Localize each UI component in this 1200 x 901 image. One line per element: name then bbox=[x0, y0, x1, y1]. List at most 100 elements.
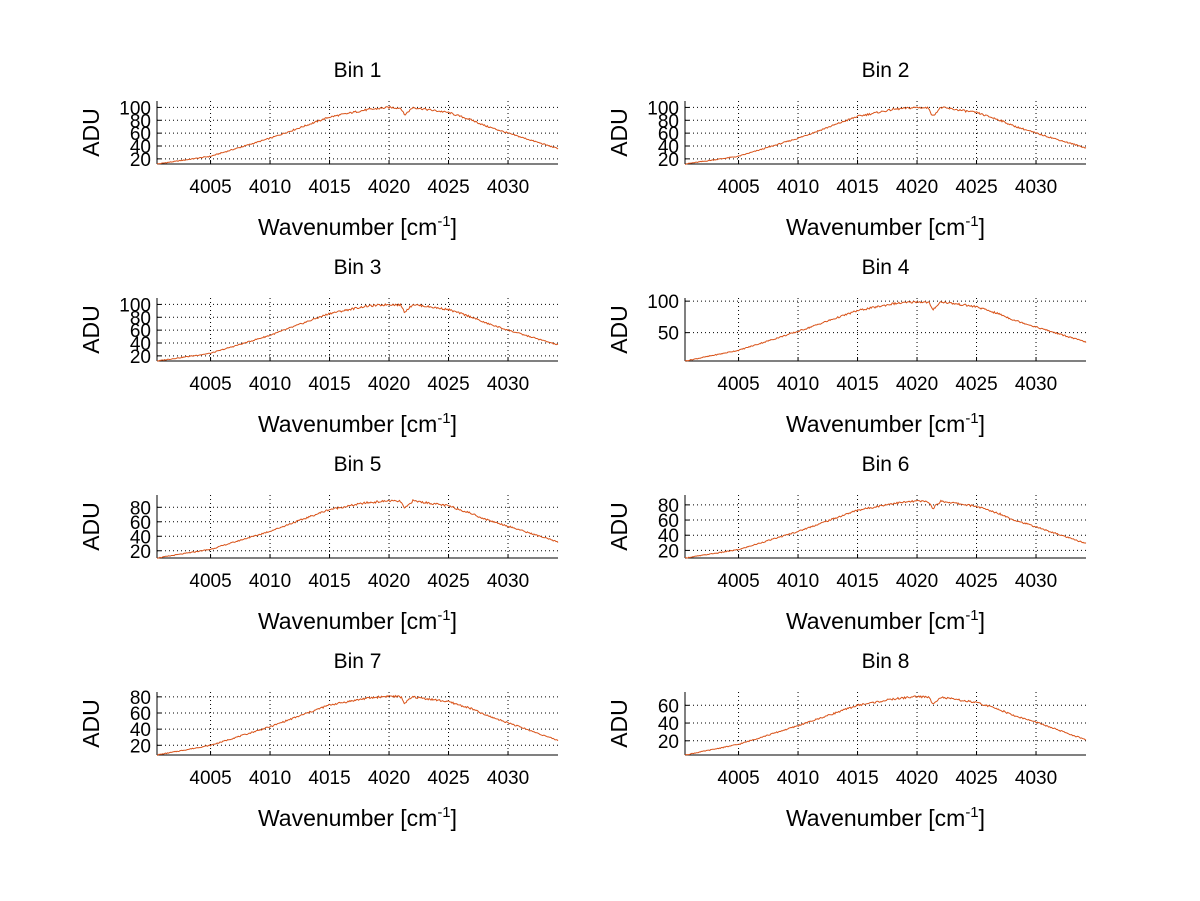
x-axis-label: Wavenumber [cm-1] bbox=[258, 804, 457, 831]
x-tick-label: 4010 bbox=[777, 768, 819, 789]
x-axis-label: Wavenumber [cm-1] bbox=[786, 213, 985, 240]
subplot-bin-2: Bin 2 4005 4010 4015 4020 4025 4030 20406080100… bbox=[606, 59, 1087, 240]
x-tick-label: 4020 bbox=[896, 374, 938, 395]
y-axis-label: ADU bbox=[606, 108, 632, 157]
y-axis-label: ADU bbox=[606, 502, 632, 551]
x-tick-label: 4020 bbox=[896, 768, 938, 789]
x-tick-label: 4030 bbox=[487, 374, 529, 395]
y-tick-label: 60 bbox=[658, 124, 679, 145]
subplot-title: Bin 6 bbox=[862, 453, 910, 476]
y-tick-label: 20 bbox=[130, 736, 151, 757]
spectrum-line bbox=[684, 300, 1087, 362]
x-tick-label: 4015 bbox=[836, 571, 878, 592]
x-tick-label: 4005 bbox=[189, 768, 231, 789]
x-tick-label: 4025 bbox=[427, 374, 469, 395]
x-tick-label: 4005 bbox=[717, 571, 759, 592]
spectrum-line bbox=[684, 695, 1087, 756]
y-tick-label: 80 bbox=[658, 111, 679, 132]
y-axis-label: ADU bbox=[78, 699, 104, 748]
x-tick-label: 4030 bbox=[1015, 571, 1057, 592]
x-tick-label: 4005 bbox=[189, 177, 231, 198]
y-axis-label: ADU bbox=[78, 108, 104, 157]
y-tick-label: 60 bbox=[130, 513, 151, 534]
y-tick-label: 60 bbox=[658, 511, 679, 532]
spectrum-line bbox=[156, 499, 559, 559]
x-tick-label: 4030 bbox=[487, 177, 529, 198]
y-tick-label: 40 bbox=[658, 137, 679, 158]
y-axis-label: ADU bbox=[606, 305, 632, 354]
x-tick-label: 4020 bbox=[896, 571, 938, 592]
y-tick-label: 40 bbox=[130, 720, 151, 741]
y-tick-label: 80 bbox=[130, 688, 151, 709]
x-tick-label: 4025 bbox=[427, 571, 469, 592]
y-axis-label: ADU bbox=[78, 502, 104, 551]
y-tick-label: 60 bbox=[130, 704, 151, 725]
subplot-title: Bin 3 bbox=[334, 256, 382, 279]
y-tick-label: 60 bbox=[130, 321, 151, 342]
y-tick-label: 40 bbox=[130, 527, 151, 548]
x-tick-label: 4015 bbox=[308, 374, 350, 395]
x-tick-label: 4030 bbox=[487, 571, 529, 592]
y-tick-label: 60 bbox=[658, 696, 679, 717]
x-tick-label: 4020 bbox=[368, 571, 410, 592]
y-tick-label: 100 bbox=[119, 98, 151, 119]
x-tick-label: 4010 bbox=[249, 768, 291, 789]
subplot-title: Bin 4 bbox=[862, 256, 910, 279]
x-tick-label: 4015 bbox=[836, 177, 878, 198]
x-tick-label: 4025 bbox=[955, 374, 997, 395]
y-tick-label: 100 bbox=[647, 98, 679, 119]
y-tick-label: 20 bbox=[130, 150, 151, 171]
spectrum-line bbox=[156, 302, 559, 362]
x-tick-label: 4020 bbox=[368, 374, 410, 395]
x-tick-label: 4030 bbox=[487, 768, 529, 789]
spectrum-line bbox=[685, 499, 1087, 559]
y-tick-label: 80 bbox=[130, 111, 151, 132]
y-tick-label: 20 bbox=[130, 347, 151, 368]
x-tick-label: 4010 bbox=[777, 374, 819, 395]
y-tick-label: 100 bbox=[647, 292, 679, 313]
y-tick-label: 80 bbox=[130, 308, 151, 329]
y-tick-label: 80 bbox=[130, 498, 151, 519]
x-tick-label: 4010 bbox=[249, 571, 291, 592]
y-tick-label: 40 bbox=[130, 137, 151, 158]
x-axis-label: Wavenumber [cm-1] bbox=[786, 410, 985, 437]
y-axis-label: ADU bbox=[78, 305, 104, 354]
spectrum-line bbox=[684, 106, 1087, 165]
x-tick-label: 4005 bbox=[717, 374, 759, 395]
x-tick-label: 4005 bbox=[189, 374, 231, 395]
x-tick-label: 4025 bbox=[427, 768, 469, 789]
x-tick-label: 4010 bbox=[249, 177, 291, 198]
y-tick-label: 20 bbox=[658, 732, 679, 753]
y-tick-label: 50 bbox=[658, 324, 679, 345]
x-axis-label: Wavenumber [cm-1] bbox=[258, 213, 457, 240]
x-tick-label: 4010 bbox=[777, 177, 819, 198]
y-axis-label: ADU bbox=[606, 699, 632, 748]
spectrum-line bbox=[156, 694, 559, 756]
subplot-title: Bin 1 bbox=[334, 59, 382, 82]
x-tick-label: 4010 bbox=[249, 374, 291, 395]
x-axis-label: Wavenumber [cm-1] bbox=[786, 804, 985, 831]
subplot-title: Bin 8 bbox=[862, 650, 910, 673]
x-tick-label: 4005 bbox=[717, 177, 759, 198]
x-tick-label: 4020 bbox=[368, 768, 410, 789]
y-tick-label: 20 bbox=[130, 542, 151, 563]
x-tick-label: 4015 bbox=[836, 374, 878, 395]
x-tick-label: 4010 bbox=[777, 571, 819, 592]
x-tick-label: 4030 bbox=[1015, 374, 1057, 395]
subplot-bin-4: Bin 4 4005 4010 4015 4020 4025 4030 50 100 ADU Wav… bbox=[606, 256, 1087, 437]
y-tick-label: 40 bbox=[658, 526, 679, 547]
x-tick-label: 4030 bbox=[1015, 768, 1057, 789]
y-tick-label: 80 bbox=[658, 496, 679, 517]
x-axis-label: Wavenumber [cm-1] bbox=[258, 607, 457, 634]
x-tick-label: 4020 bbox=[896, 177, 938, 198]
y-tick-label: 20 bbox=[658, 541, 679, 562]
x-tick-label: 4025 bbox=[955, 177, 997, 198]
x-tick-label: 4015 bbox=[308, 768, 350, 789]
subplot-title: Bin 7 bbox=[334, 650, 382, 673]
subplot-title: Bin 5 bbox=[334, 453, 382, 476]
